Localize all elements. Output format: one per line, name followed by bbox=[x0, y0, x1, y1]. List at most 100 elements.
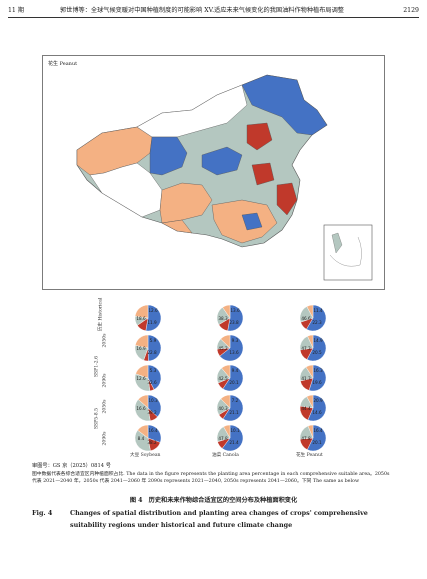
pie-value-label: 8.4 bbox=[138, 436, 145, 441]
pie-slice bbox=[306, 334, 327, 362]
pie-value-label: 10.1 bbox=[230, 428, 240, 433]
pie-slice bbox=[223, 424, 231, 439]
crop-label-soybean: 大豆 Soybean bbox=[130, 453, 161, 458]
row-label-ssp126: SSP1-2.6 bbox=[94, 355, 100, 378]
pie-slice bbox=[221, 364, 231, 379]
pie-slice bbox=[222, 364, 244, 392]
figure-note: 图中数据代表各综合适宜区内种植面积占比. The data in the fig… bbox=[32, 472, 390, 484]
pie-soy-0: 18.612.6 11.9 bbox=[134, 304, 162, 332]
pie-soy-2: 12.6 5.3 32.6 bbox=[134, 364, 162, 392]
pie-value-label: 22.3 bbox=[312, 320, 322, 325]
pie-value-label: 39.2 bbox=[147, 410, 157, 415]
row-label-ssp585: SSP5-8.5 bbox=[94, 407, 100, 430]
pie-value-label: 23.8 bbox=[229, 320, 239, 325]
pie-can-1: 45.2 9.3 13.6 bbox=[216, 334, 244, 362]
pie-slice bbox=[147, 424, 162, 443]
row-label-ssp126-2090s: 2090s bbox=[102, 373, 108, 388]
pie-slice bbox=[219, 334, 244, 362]
pie-value-label: 41.3 bbox=[301, 376, 311, 381]
header-rule bbox=[8, 17, 419, 18]
pie-value-label: 11.4 bbox=[313, 308, 323, 313]
pie-slice bbox=[222, 394, 244, 422]
running-header: 11 期 郭世博等：全球气候变暖对中国种植制度的可能影响 XV.适应未来气候变化… bbox=[8, 5, 419, 17]
pie-soy-1: 16.9 5.9 22.8 bbox=[134, 334, 162, 362]
pie-value-label: 16.3 bbox=[313, 368, 323, 373]
pie-value-label: 22.8 bbox=[147, 350, 157, 355]
pie-value-label: 16.4 bbox=[313, 428, 323, 433]
pie-slice bbox=[308, 364, 327, 392]
pie-slice bbox=[147, 334, 162, 362]
pie-value-label: 9.3 bbox=[232, 338, 239, 343]
pie-value-label: 42.5 bbox=[218, 376, 228, 381]
pie-slice bbox=[306, 394, 314, 409]
map-regions bbox=[76, 74, 328, 248]
row-label-ssp585-2090s: 2090s bbox=[102, 431, 108, 446]
pie-value-label: 32.6 bbox=[147, 380, 157, 385]
pie-slice bbox=[134, 304, 149, 319]
pie-slice bbox=[134, 429, 151, 452]
pie-value-label: 21.1 bbox=[229, 410, 239, 415]
pie-value-label: 11.9 bbox=[147, 320, 157, 325]
pie-can-4: 47.810.1 21.4 bbox=[216, 424, 244, 452]
pie-value-label: 40.3 bbox=[218, 406, 228, 411]
caption-text: Changes of spatial distribution and plan… bbox=[70, 509, 368, 529]
pie-can-3: 40.3 7.2 21.1 bbox=[216, 394, 244, 422]
pie-slice bbox=[145, 304, 162, 332]
crop-label-canola: 油菜 Canola bbox=[212, 453, 239, 458]
map-label: 花生 Peanut bbox=[48, 60, 77, 67]
pie-value-label: 13.6 bbox=[230, 308, 240, 313]
pie-value-label: 47.8 bbox=[218, 436, 228, 441]
pie-value-label: 12.6 bbox=[148, 308, 158, 313]
running-title: 郭世博等：全球气候变暖对中国种植制度的可能影响 XV.适应未来气候变化的我国油料… bbox=[60, 7, 344, 14]
pie-value-label: 20.1 bbox=[312, 440, 322, 445]
pie-value-label: 20.1 bbox=[229, 380, 239, 385]
pie-pea-3: 44.420.9 14.6 bbox=[299, 394, 327, 422]
pie-soy-4: 8.416.4 38.2 bbox=[134, 424, 162, 452]
pie-slice bbox=[306, 304, 314, 319]
pie-value-label: 5.3 bbox=[150, 368, 157, 373]
pie-value-label: 7.2 bbox=[232, 398, 239, 403]
pie-value-label: 47.8 bbox=[301, 436, 311, 441]
pie-slice bbox=[220, 394, 231, 409]
page-number: 2129 bbox=[403, 7, 419, 14]
pie-slice bbox=[307, 424, 327, 452]
pie-slice bbox=[134, 373, 151, 392]
pie-value-label: 16.4 bbox=[148, 428, 158, 433]
pie-value-label: 9.4 bbox=[232, 368, 239, 373]
pie-value-label: 45.2 bbox=[218, 346, 228, 351]
row-label-ssp585-2050s: 2050s bbox=[102, 399, 108, 414]
issue-number: 11 期 bbox=[8, 7, 25, 14]
pie-slice bbox=[134, 399, 151, 422]
pie-value-label: 14.9 bbox=[313, 338, 323, 343]
caption-english: Fig. 4 Changes of spatial distribution a… bbox=[32, 507, 394, 531]
pie-slice bbox=[137, 394, 149, 409]
pie-value-label: 12.6 bbox=[136, 376, 146, 381]
pie-slice bbox=[307, 424, 314, 439]
pie-can-0: 38.313.6 23.8 bbox=[216, 304, 244, 332]
caption-chinese: 图 4 历史和未来作物综合适宜区的空间分布及种植面积变化 bbox=[129, 497, 298, 504]
row-label-ssp126-2050s: 2050s bbox=[102, 333, 108, 348]
pie-slice bbox=[137, 424, 149, 439]
pie-slice bbox=[135, 334, 149, 349]
south-china-sea-inset bbox=[323, 224, 373, 281]
crop-label-peanut: 花生 Peanut bbox=[296, 453, 323, 458]
pie-pea-2: 41.316.3 19.6 bbox=[299, 364, 327, 392]
pie-value-label: 47.3 bbox=[301, 346, 311, 351]
china-map: 花生 Peanut bbox=[42, 55, 385, 290]
caption-label: Fig. 4 bbox=[32, 509, 53, 517]
pie-slice bbox=[147, 394, 162, 418]
pie-value-label: 16.9 bbox=[136, 346, 146, 351]
pie-soy-3: 16.610.3 39.2 bbox=[134, 394, 162, 422]
map-review-number: 审图号：GS 京（2025）0814 号 bbox=[32, 463, 111, 469]
pie-value-label: 44.4 bbox=[301, 406, 311, 411]
pie-value-label: 21.4 bbox=[229, 440, 239, 445]
pie-slice bbox=[135, 364, 149, 379]
pie-slice bbox=[147, 364, 162, 390]
pie-value-label: 46.6 bbox=[301, 316, 311, 321]
pie-value-label: 20.9 bbox=[313, 398, 323, 403]
pie-pea-1: 47.314.9 20.5 bbox=[299, 334, 327, 362]
pie-value-label: 13.6 bbox=[229, 350, 239, 355]
pie-value-label: 16.6 bbox=[136, 406, 146, 411]
pie-slice bbox=[307, 334, 314, 349]
pie-slice bbox=[305, 364, 314, 379]
